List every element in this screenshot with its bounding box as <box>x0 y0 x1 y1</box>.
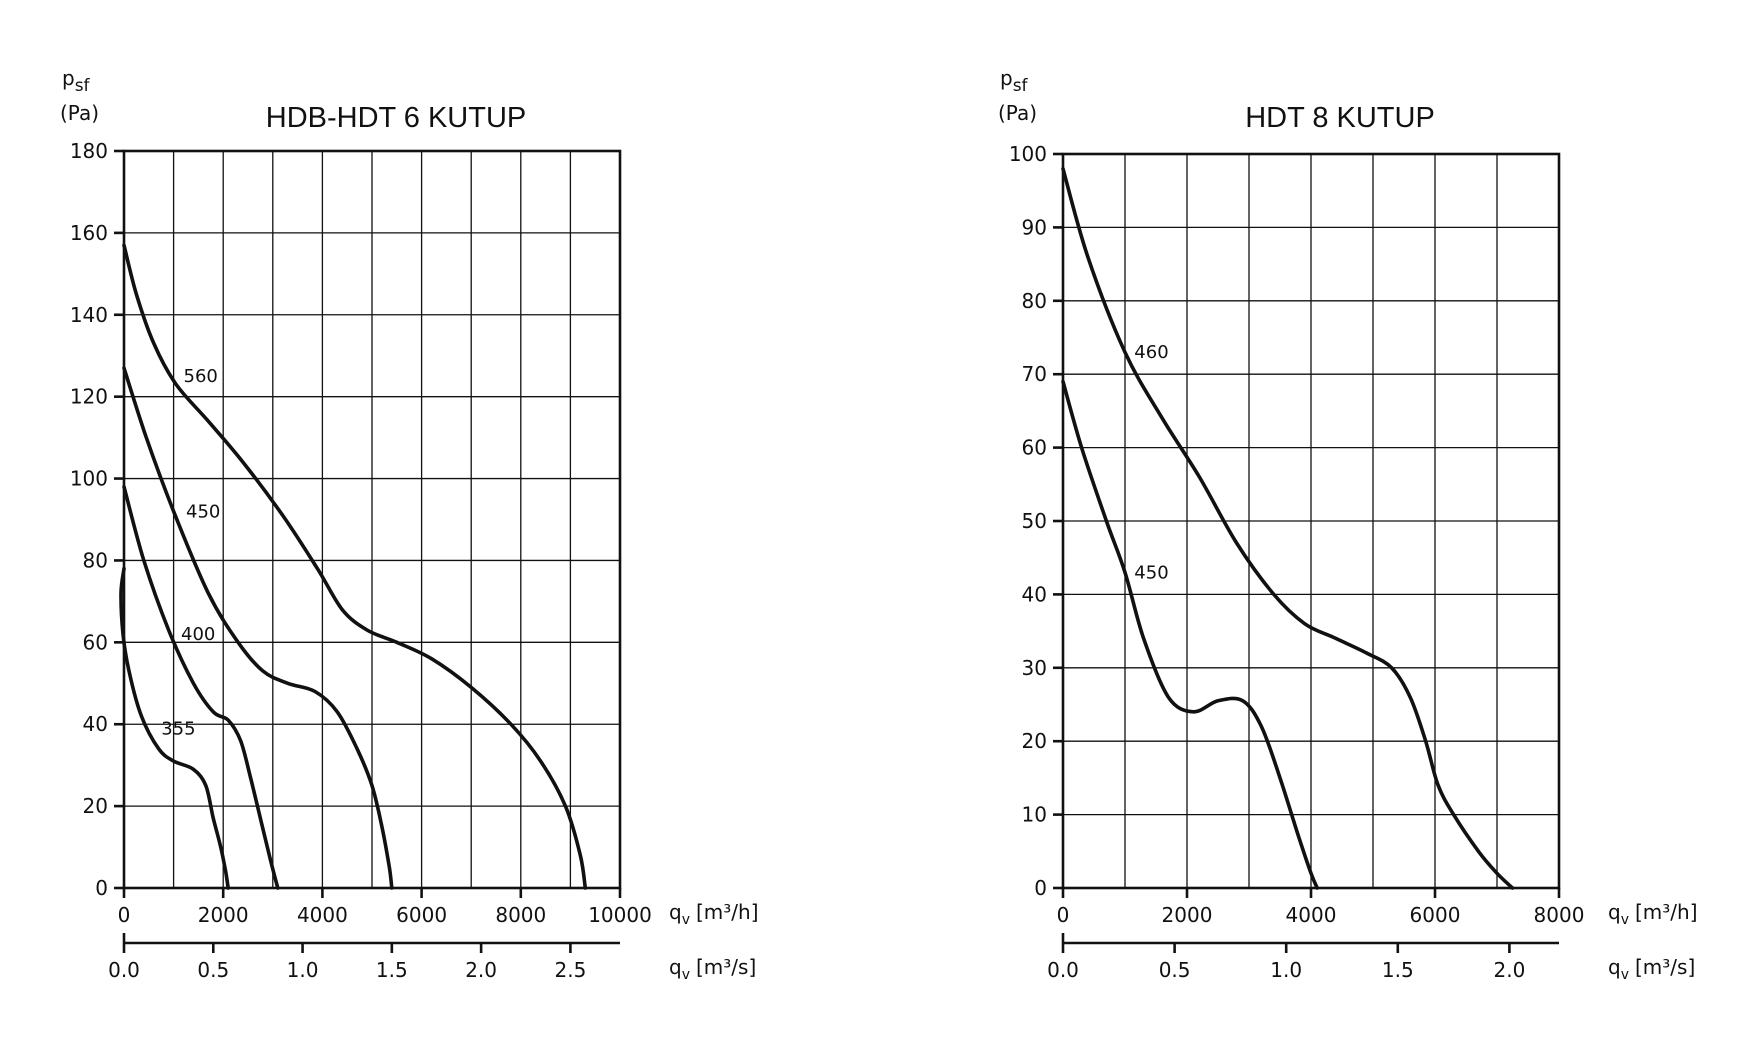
y-tick-label: 0 <box>1034 876 1047 900</box>
series-line-400 <box>122 484 280 890</box>
y-tick-label: 80 <box>1022 289 1047 313</box>
x2-tick-label: 0.0 <box>108 958 140 982</box>
x2-tick-label: 1.0 <box>1270 958 1302 982</box>
y-tick-label: 90 <box>1022 215 1047 239</box>
y-tick-label: 40 <box>1022 582 1047 606</box>
chart-hdt-8-kutup: 0 10 20 30 40 50 60 70 80 90 100 0 2000 4000 6000 8000 0… <box>998 66 1698 983</box>
x-tick-label: 8000 <box>1534 903 1585 927</box>
x2-axis-label: qv [m³/s] <box>1608 955 1695 983</box>
x-tick-label: 6000 <box>396 903 447 927</box>
y-tick-label: 40 <box>83 712 108 736</box>
chart-title: HDB-HDT 6 KUTUP <box>266 102 527 134</box>
x2-tick-label: 1.0 <box>287 958 319 982</box>
y-tick-label: 80 <box>83 548 108 572</box>
y-tick-label: 60 <box>1022 436 1047 460</box>
x-tick-label: 10000 <box>588 903 652 927</box>
y-tick-label: 160 <box>70 221 108 245</box>
y-tick-label: 120 <box>70 385 108 409</box>
series-line-450 <box>122 366 394 890</box>
y-tick-label: 60 <box>83 630 108 654</box>
x-axis-label: qv [m³/h] <box>1608 900 1698 928</box>
x2-tick-label: 1.5 <box>1382 958 1414 982</box>
y-axis-label: psf <box>62 66 91 96</box>
series-label-450: 450 <box>1134 562 1168 583</box>
y-tick-label: 140 <box>70 303 108 327</box>
series-line-450 <box>1061 379 1319 890</box>
y-tick-label: 20 <box>83 794 108 818</box>
y-tick-label: 70 <box>1022 362 1047 386</box>
x2-axis-label: qv [m³/s] <box>669 955 756 983</box>
x2-tick-label: 2.5 <box>554 958 586 982</box>
x-tick-label: 2000 <box>198 903 249 927</box>
y-axis-unit: (Pa) <box>998 101 1037 125</box>
x-tick-label: 4000 <box>297 903 348 927</box>
x-tick-label: 0 <box>118 903 131 927</box>
x-tick-label: 4000 <box>1286 903 1337 927</box>
y-tick-label: 0 <box>95 876 108 900</box>
y-tick-label: 50 <box>1022 509 1047 533</box>
series-line-460 <box>1061 166 1515 890</box>
x2-tick-label: 2.0 <box>1493 958 1525 982</box>
x2-tick-label: 0.0 <box>1047 958 1079 982</box>
y-axis-unit: (Pa) <box>60 101 99 125</box>
x-tick-label: 2000 <box>1162 903 1213 927</box>
x-tick-label: 6000 <box>1410 903 1461 927</box>
y-tick-label: 100 <box>70 467 108 491</box>
y-tick-label: 100 <box>1009 142 1047 166</box>
x2-tick-label: 0.5 <box>1159 958 1191 982</box>
x-tick-label: 8000 <box>495 903 546 927</box>
x2-tick-label: 0.5 <box>197 958 229 982</box>
x-axis-label: qv [m³/h] <box>669 900 759 928</box>
series-label-450: 450 <box>186 501 220 522</box>
y-tick-label: 10 <box>1022 803 1047 827</box>
series-label-400: 400 <box>181 624 215 645</box>
y-axis-label: psf <box>1000 66 1029 96</box>
x2-tick-label: 2.0 <box>465 958 497 982</box>
plot-frame <box>122 149 622 890</box>
series-label-355: 355 <box>161 718 195 739</box>
chart-hdb-hdt-6-kutup: 0 20 40 60 80 100 120 140 160 180 0 2000 4000 6000 800… <box>60 66 759 983</box>
y-tick-label: 30 <box>1022 656 1047 680</box>
x-tick-label: 0 <box>1057 903 1070 927</box>
series-label-560: 560 <box>184 366 218 387</box>
series-label-460: 460 <box>1134 342 1168 363</box>
chart-title: HDT 8 KUTUP <box>1245 102 1435 134</box>
y-tick-label: 20 <box>1022 729 1047 753</box>
y-tick-label: 180 <box>70 139 108 163</box>
series-line-355 <box>119 566 230 890</box>
series-line-560 <box>122 243 588 890</box>
x2-tick-label: 1.5 <box>376 958 408 982</box>
